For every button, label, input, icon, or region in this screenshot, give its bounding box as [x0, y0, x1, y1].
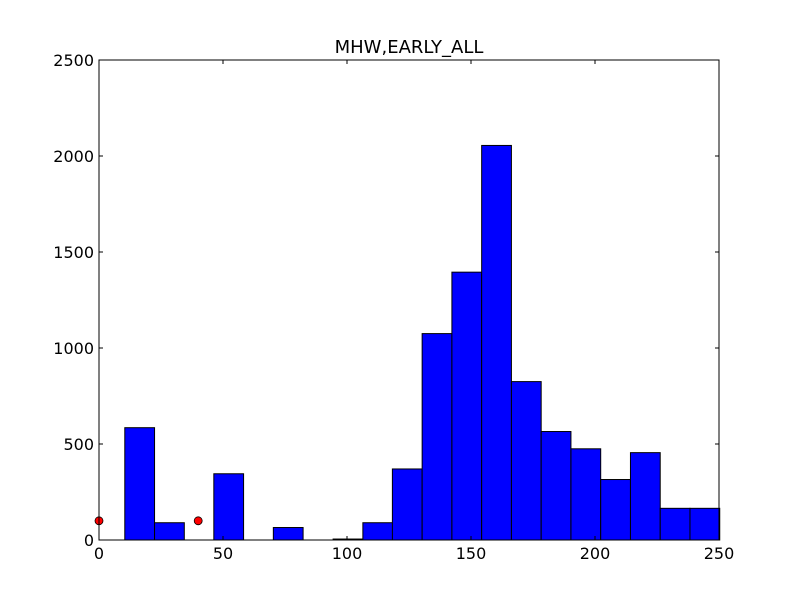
histogram-bar	[659, 507, 691, 541]
histogram-bar	[600, 479, 631, 541]
histogram-bar	[689, 507, 721, 541]
y-tick-label: 1500	[53, 243, 94, 262]
histogram-bar	[481, 144, 512, 541]
y-tick-label: 2000	[53, 147, 94, 166]
histogram-bar	[213, 473, 245, 541]
x-tick-label: 0	[94, 544, 104, 563]
histogram-bar	[154, 522, 185, 541]
red-marker-point	[193, 516, 203, 526]
bars-layer	[124, 144, 721, 541]
histogram-bar	[362, 522, 394, 541]
histogram-bar	[421, 333, 453, 541]
histogram-bar	[124, 427, 156, 541]
y-tick-label: 0	[84, 531, 94, 550]
histogram-bar	[451, 271, 483, 541]
y-tick-label: 500	[63, 435, 94, 454]
x-tick-label: 100	[332, 544, 363, 563]
histogram-bar	[510, 381, 542, 541]
histogram-bar	[540, 431, 572, 541]
plot-frame	[98, 59, 720, 541]
chart-title: MHW,EARLY_ALL	[335, 37, 484, 58]
y-tick-label: 1000	[53, 339, 94, 358]
x-tick-label: 50	[213, 544, 233, 563]
x-tick-label: 150	[456, 544, 487, 563]
x-tick-label: 250	[704, 544, 735, 563]
histogram-bar	[629, 452, 661, 541]
histogram-bar	[391, 468, 423, 541]
histogram-bar	[570, 448, 602, 541]
x-tick-label: 200	[580, 544, 611, 563]
histogram-bar	[272, 527, 304, 541]
y-tick-label: 2500	[53, 51, 94, 70]
